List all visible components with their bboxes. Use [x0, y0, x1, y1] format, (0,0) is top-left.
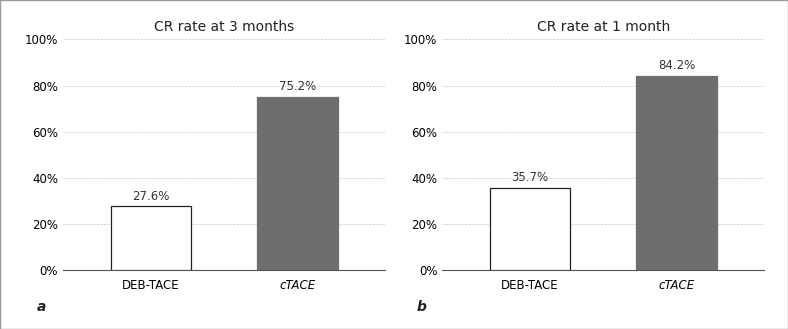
Bar	[636, 76, 717, 270]
Text: a: a	[37, 300, 46, 314]
Bar	[110, 206, 191, 270]
Text: b: b	[416, 300, 426, 314]
Bar	[490, 188, 571, 270]
Text: 84.2%: 84.2%	[658, 60, 695, 72]
Title: CR rate at 1 month: CR rate at 1 month	[537, 20, 670, 34]
Text: 27.6%: 27.6%	[132, 190, 169, 203]
Title: CR rate at 3 months: CR rate at 3 months	[154, 20, 294, 34]
Bar	[257, 97, 337, 270]
Text: 75.2%: 75.2%	[279, 80, 316, 93]
Text: 35.7%: 35.7%	[511, 171, 548, 184]
